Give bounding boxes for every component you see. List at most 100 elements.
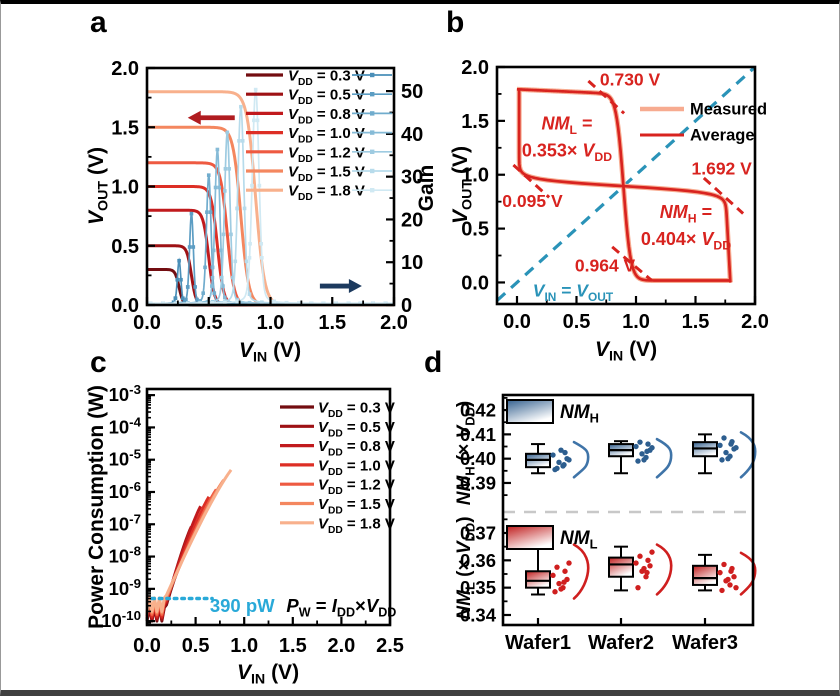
x-tick-label: 0.5 bbox=[563, 311, 591, 333]
data-point bbox=[725, 455, 731, 462]
nml-legend-label: NML bbox=[560, 528, 598, 552]
legend-gain-marker bbox=[370, 130, 375, 135]
legend-label: VDD = 0.3 V bbox=[288, 68, 365, 89]
gain-marker bbox=[227, 167, 231, 171]
group-label: Wafer3 bbox=[672, 632, 738, 654]
gain-marker bbox=[211, 248, 216, 253]
legend-label: VDD = 0.5 V bbox=[288, 87, 365, 108]
y-tick-label: 10-4 bbox=[109, 414, 142, 437]
gain-marker bbox=[148, 301, 153, 306]
distribution-curve bbox=[572, 440, 590, 479]
panel-label-c: c bbox=[90, 346, 107, 379]
gain-tick-label: 0 bbox=[401, 295, 412, 317]
gain-marker bbox=[252, 118, 256, 123]
data-point bbox=[566, 560, 572, 566]
gain-marker bbox=[223, 295, 227, 300]
data-point bbox=[556, 459, 562, 466]
data-point bbox=[643, 574, 649, 580]
legend-gain-marker bbox=[370, 149, 375, 154]
data-point bbox=[725, 576, 731, 583]
x-tick-label: 1.5 bbox=[682, 311, 710, 333]
y-tick-label: 10-6 bbox=[109, 479, 141, 502]
data-point bbox=[723, 449, 729, 456]
panel-d-legend: NMH NML bbox=[506, 399, 599, 552]
gain-marker bbox=[259, 241, 264, 246]
boxplot-group bbox=[525, 543, 757, 600]
data-point bbox=[719, 457, 725, 463]
gain-marker bbox=[171, 300, 176, 305]
data-point bbox=[635, 458, 641, 464]
gain-marker bbox=[191, 245, 196, 249]
gain-axis-label: Gain bbox=[415, 165, 438, 212]
gain-marker bbox=[371, 301, 375, 306]
gain-marker bbox=[248, 241, 252, 246]
x-tick-label: 1.0 bbox=[230, 635, 258, 657]
y-tick-label: 1.0 bbox=[461, 165, 489, 187]
axes-frame bbox=[495, 65, 757, 306]
data-point bbox=[645, 441, 651, 447]
y-tick-label: 10-3 bbox=[109, 382, 141, 405]
data-point bbox=[728, 441, 734, 447]
gain-marker bbox=[223, 167, 228, 171]
y-axis-label: VOUT (V) bbox=[449, 146, 476, 224]
gain-marker bbox=[161, 301, 165, 306]
gain-marker bbox=[173, 301, 178, 306]
data-point bbox=[633, 443, 639, 450]
annotation: NMH = bbox=[660, 202, 712, 226]
data-point bbox=[562, 568, 568, 574]
gain-marker bbox=[358, 301, 363, 306]
gain-marker bbox=[219, 275, 224, 280]
gain-marker bbox=[185, 301, 190, 306]
legend-gain-marker bbox=[370, 188, 375, 193]
y-tick-label: 0.39 bbox=[460, 472, 496, 493]
data-point bbox=[717, 569, 723, 576]
y-tick-label: 0.0 bbox=[461, 272, 489, 294]
gain-marker bbox=[210, 275, 215, 280]
y-tick-label: 0.0 bbox=[111, 295, 139, 317]
data-point bbox=[728, 568, 734, 574]
y-axis-label: Power Consumption (W) bbox=[85, 385, 108, 629]
nmh-axis-label: NMH (× VDD) bbox=[454, 401, 478, 506]
data-point bbox=[639, 451, 645, 457]
data-point bbox=[561, 579, 567, 585]
panel-b-legend: Measured Average bbox=[640, 101, 767, 145]
gain-marker bbox=[321, 301, 326, 306]
legend-label: VDD = 0.5 V bbox=[318, 419, 395, 440]
panel-label-b: b bbox=[446, 6, 465, 39]
boxplot-group bbox=[525, 431, 757, 479]
data-point bbox=[641, 565, 647, 572]
legend-label: VDD = 1.0 V bbox=[318, 457, 395, 478]
x-tick-label: 0.5 bbox=[195, 312, 223, 334]
gain-marker bbox=[177, 258, 181, 263]
power-formula: PW = IDD×VDD bbox=[286, 595, 396, 620]
data-point bbox=[733, 445, 739, 451]
data-point bbox=[558, 586, 564, 592]
gain-marker bbox=[219, 248, 223, 253]
gain-marker bbox=[334, 301, 338, 306]
distribution-curve bbox=[572, 543, 590, 600]
data-point bbox=[644, 569, 650, 576]
annotation: 0.095 V bbox=[502, 191, 563, 211]
y-axis-label: VOUT (V) bbox=[85, 147, 112, 225]
data-point bbox=[637, 439, 643, 445]
gain-marker bbox=[215, 147, 220, 152]
data-point bbox=[721, 435, 727, 441]
data-point bbox=[641, 457, 647, 463]
panel-d-chart: 0.39 0.40 0.41 0.42 0.34 0.35 0.36 0.37 Wafer1 Wa… bbox=[454, 393, 757, 654]
legend-label: VDD = 1.8 V bbox=[288, 183, 365, 204]
gain-marker bbox=[221, 232, 226, 237]
x-axis-label: VIN (V) bbox=[595, 338, 657, 365]
data-point bbox=[717, 442, 723, 449]
gain-marker bbox=[247, 300, 252, 305]
y-tick-label: 2.0 bbox=[461, 57, 489, 79]
x-tick-label: 2.5 bbox=[376, 635, 404, 657]
legend-label: Measured bbox=[690, 101, 767, 119]
gain-marker bbox=[208, 210, 213, 214]
data-point bbox=[733, 584, 739, 591]
data-point bbox=[633, 560, 639, 566]
annotation: 0.964 V bbox=[575, 256, 636, 276]
data-point bbox=[554, 564, 560, 570]
nml-legend-swatch bbox=[506, 525, 554, 550]
